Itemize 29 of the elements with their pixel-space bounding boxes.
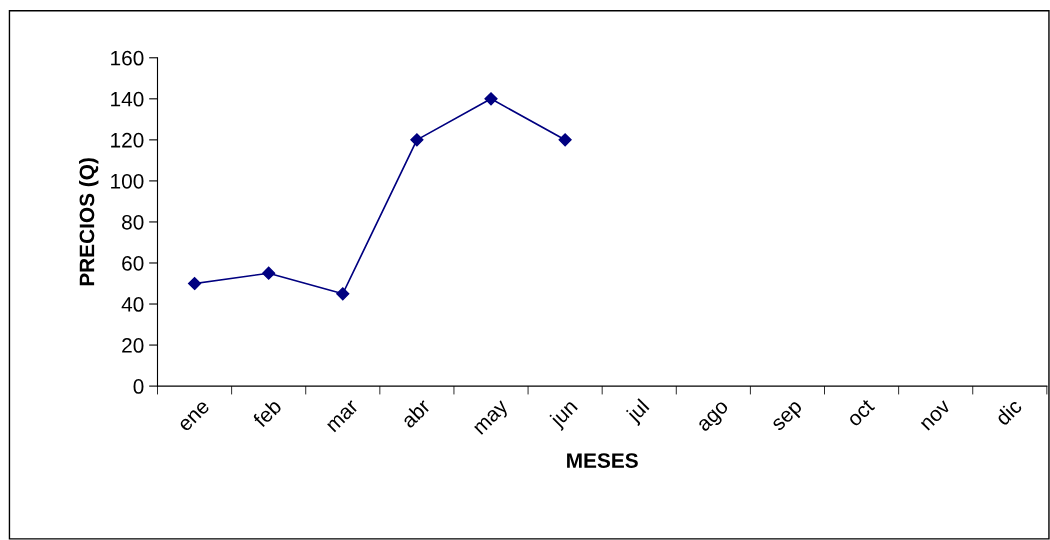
x-tick-label: ene bbox=[178, 400, 211, 432]
x-tick-label: jul bbox=[624, 398, 653, 427]
x-tick-label: dic bbox=[994, 397, 1023, 427]
point bbox=[336, 287, 350, 301]
x-tick-label: sep bbox=[771, 400, 806, 435]
y-tick-label: 140 bbox=[111, 91, 144, 107]
y-tick-label: 120 bbox=[111, 132, 144, 148]
x-tick-label: nov bbox=[920, 400, 952, 431]
point bbox=[558, 133, 572, 147]
y-tick-label: 40 bbox=[121, 297, 144, 312]
point bbox=[484, 92, 498, 106]
point bbox=[262, 266, 276, 280]
x-tick-label: ago bbox=[697, 400, 732, 435]
y-tick-label: 100 bbox=[111, 173, 144, 189]
x-tick-label: oct bbox=[846, 398, 876, 428]
y-tick-label: 20 bbox=[122, 338, 144, 353]
x-tick-label: may bbox=[473, 399, 512, 438]
x-tick-label: feb bbox=[251, 397, 283, 429]
y-axis-title: PRECIOS (Q) bbox=[79, 158, 99, 286]
point bbox=[187, 276, 202, 291]
x-tick-label: mar bbox=[326, 400, 360, 433]
y-tick-label: 160 bbox=[111, 50, 144, 66]
y-tick-label: 60 bbox=[122, 255, 144, 271]
x-axis-title: MESES bbox=[567, 453, 638, 468]
y-tick-label: 0 bbox=[133, 379, 144, 394]
y-tick-label: 80 bbox=[122, 214, 144, 230]
x-tick-label: jun bbox=[548, 398, 581, 431]
x-tick-label: abr bbox=[400, 397, 432, 429]
point bbox=[410, 133, 424, 147]
